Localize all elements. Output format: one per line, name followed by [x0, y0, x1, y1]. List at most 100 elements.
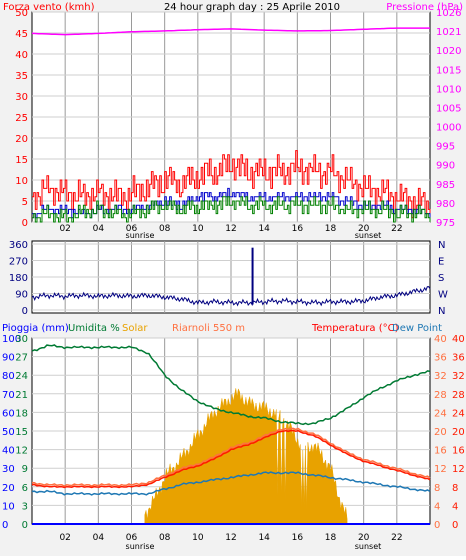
p3-left-tick-label: 50 [2, 427, 15, 438]
p3-left-tick-label: 90 [2, 353, 15, 364]
p1-right-tick-label: 1015 [436, 65, 461, 76]
p3-left-tick-label: 0 [2, 520, 8, 531]
p2-left-tick-label: 180 [9, 273, 28, 284]
p2-left-tick-label: 0 [22, 306, 28, 317]
p1-left-tick-label: 35 [15, 71, 28, 82]
p3-right-tick-label: 28 [452, 390, 465, 401]
temperature-line [31, 429, 431, 489]
p3-right-inner-tick-label: 40 [434, 334, 447, 345]
p3-right-inner-tick-label: 28 [434, 390, 447, 401]
p3-right-tick-label: 32 [452, 371, 465, 382]
label-dewpoint: Dew Point [392, 323, 442, 334]
p1-right-tick-label: 1020 [436, 46, 461, 57]
p3-left-inner-tick-label: 18 [15, 408, 28, 419]
p3-x-tick-label: 20 [358, 533, 370, 543]
p3-x-tick-label: 16 [292, 533, 304, 543]
p3-x-tick-label: 14 [258, 533, 270, 543]
p3-right-tick-label: 8 [452, 483, 458, 494]
panel3-sunrise: sunrise [126, 542, 155, 551]
p1-left-tick-label: 50 [15, 8, 28, 19]
p3-left-inner-tick-label: 12 [15, 446, 28, 457]
p1-right-tick-label: 990 [436, 161, 455, 172]
p3-left-tick-label: 80 [2, 371, 15, 382]
p3-left-tick-label: 20 [2, 483, 15, 494]
p3-right-inner-tick-label: 16 [434, 446, 447, 457]
p3-x-tick-label: 06 [126, 533, 138, 543]
p3-left-inner-tick-label: 15 [15, 427, 28, 438]
p3-left-inner-tick-label: 21 [15, 390, 28, 401]
p1-x-tick-label: 22 [391, 224, 402, 234]
p3-x-tick-label: 04 [93, 533, 105, 543]
p2-left-tick-label: 270 [9, 257, 28, 268]
p3-left-tick-label: 60 [2, 408, 15, 419]
p3-left-tick-label: 100 [2, 334, 21, 345]
solar-area [144, 388, 348, 525]
panel1-sunrise: sunrise [126, 231, 155, 240]
p1-x-tick-label: 08 [159, 224, 171, 234]
p1-left-tick-label: 5 [22, 197, 28, 208]
p3-left-inner-tick-label: 3 [22, 501, 28, 512]
p1-right-tick-label: 995 [436, 142, 455, 153]
p1-left-tick-label: 20 [15, 134, 28, 145]
p3-right-tick-label: 4 [452, 501, 458, 512]
p1-left-tick-label: 45 [15, 29, 28, 40]
p2-right-tick-label: E [438, 257, 444, 268]
label-solar: Solar [122, 323, 148, 334]
panel1-title: 24 hour graph day : 25 Aprile 2010 [164, 2, 340, 13]
label-site: Riarnoli 550 m [172, 323, 245, 334]
p3-left-inner-tick-label: 9 [22, 464, 28, 475]
p1-x-tick-label: 16 [292, 224, 304, 234]
p1-left-tick-label: 40 [15, 50, 28, 61]
p1-right-tick-label: 1026 [436, 8, 461, 19]
p1-right-tick-label: 1005 [436, 103, 461, 114]
p1-x-tick-label: 20 [358, 224, 370, 234]
p3-x-tick-label: 10 [192, 533, 204, 543]
p1-x-tick-label: 12 [225, 224, 236, 234]
p1-x-tick-label: 14 [258, 224, 270, 234]
p3-x-tick-label: 12 [225, 533, 236, 543]
p3-x-tick-label: 02 [59, 533, 70, 543]
p1-x-tick-label: 06 [126, 224, 138, 234]
p3-right-tick-label: 36 [452, 353, 465, 364]
label-umidita: Umidita % [68, 323, 120, 334]
temperature-feels-line [31, 427, 431, 487]
dew-point-line [31, 471, 431, 496]
p3-right-inner-tick-label: 20 [434, 427, 447, 438]
panel1-left-label: Forza vento (kmh) [3, 2, 95, 13]
p3-right-tick-label: 40 [452, 334, 465, 345]
p1-right-tick-label: 975 [436, 218, 455, 229]
p3-left-tick-label: 70 [2, 390, 15, 401]
p3-right-inner-tick-label: 32 [434, 371, 447, 382]
p3-right-tick-label: 20 [452, 427, 465, 438]
p1-left-tick-label: 0 [22, 218, 28, 229]
p3-right-inner-tick-label: 4 [434, 501, 440, 512]
p1-right-tick-label: 985 [436, 180, 455, 191]
p3-left-inner-tick-label: 27 [15, 353, 28, 364]
p3-right-tick-label: 24 [452, 408, 465, 419]
p2-right-tick-label: W [438, 290, 448, 301]
p1-right-tick-label: 1000 [436, 123, 461, 134]
p3-right-inner-tick-label: 36 [434, 353, 447, 364]
p3-right-tick-label: 16 [452, 446, 465, 457]
p3-x-tick-label: 22 [391, 533, 402, 543]
p1-x-tick-label: 04 [93, 224, 105, 234]
p3-right-inner-tick-label: 8 [434, 483, 440, 494]
p2-right-tick-label: N [438, 306, 445, 317]
p3-left-tick-label: 40 [2, 446, 15, 457]
label-pioggia: Pioggia (mm) [2, 323, 69, 334]
p3-left-inner-tick-label: 30 [15, 334, 28, 345]
p3-x-tick-label: 08 [159, 533, 171, 543]
p3-right-inner-tick-label: 0 [434, 520, 440, 531]
p3-left-inner-tick-label: 0 [22, 520, 28, 531]
p3-right-tick-label: 0 [452, 520, 458, 531]
p1-right-tick-label: 980 [436, 199, 455, 210]
p3-left-inner-tick-label: 6 [22, 483, 28, 494]
p3-left-tick-label: 10 [2, 501, 15, 512]
p2-right-tick-label: S [438, 273, 444, 284]
p1-x-tick-label: 18 [325, 224, 337, 234]
p3-x-tick-label: 18 [325, 533, 337, 543]
p1-x-tick-label: 10 [192, 224, 204, 234]
label-temperatura: Temperatura (°C) [311, 323, 399, 334]
